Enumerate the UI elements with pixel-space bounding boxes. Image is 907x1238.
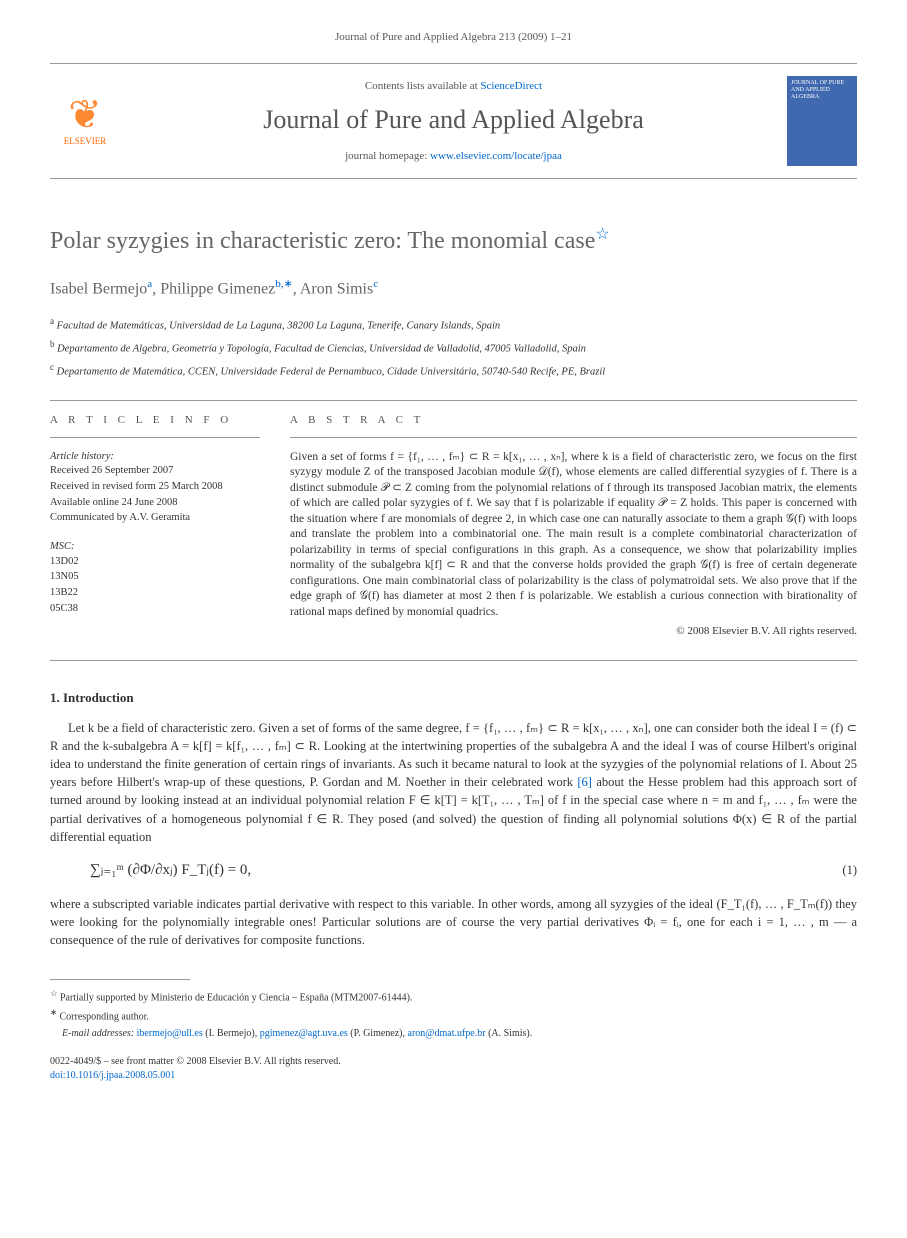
msc-label: MSC: xyxy=(50,540,260,555)
history-3: Available online 24 June 2008 xyxy=(50,496,260,511)
author-3-aff: c xyxy=(373,278,378,290)
info-abstract-row: A R T I C L E I N F O Article history: R… xyxy=(50,413,857,639)
equation-1-body: ∑ⱼ₌₁ᵐ (∂Φ/∂xⱼ) F_Tⱼ(f) = 0, xyxy=(90,860,842,881)
intro-para-1: Let k be a field of characteristic zero.… xyxy=(50,719,857,846)
equation-1: ∑ⱼ₌₁ᵐ (∂Φ/∂xⱼ) F_Tⱼ(f) = 0, (1) xyxy=(90,860,857,881)
emails-label: E-mail addresses: xyxy=(62,1028,134,1039)
abstract: A B S T R A C T Given a set of forms f =… xyxy=(290,413,857,639)
history-label: Article history: xyxy=(50,450,260,465)
footer-doi: doi:10.1016/j.jpaa.2008.05.001 xyxy=(50,1069,857,1083)
equation-1-number: (1) xyxy=(842,862,857,880)
aff-b-text: Departamento de Algebra, Geometría y Top… xyxy=(57,343,586,354)
email-3-who: (A. Simis) xyxy=(488,1028,530,1039)
abstract-copyright: © 2008 Elsevier B.V. All rights reserved… xyxy=(290,624,857,639)
homepage-link[interactable]: www.elsevier.com/locate/jpaa xyxy=(430,150,562,162)
author-1-aff: a xyxy=(147,278,152,290)
section-1-heading: 1. Introduction xyxy=(50,689,857,707)
footnote-separator xyxy=(50,979,190,980)
elsevier-logo: ❦ ELSEVIER xyxy=(50,81,120,161)
article-title: Polar syzygies in characteristic zero: T… xyxy=(50,224,857,259)
footer-line-1: 0022-4049/$ – see front matter © 2008 El… xyxy=(50,1055,857,1069)
title-text: Polar syzygies in characteristic zero: T… xyxy=(50,228,595,254)
email-3[interactable]: aron@dmat.ufpe.br xyxy=(408,1028,486,1039)
msc-3: 13B22 xyxy=(50,586,260,601)
corr-marker: ∗ xyxy=(50,1008,57,1017)
star-marker: ☆ xyxy=(50,989,57,998)
journal-title: Journal of Pure and Applied Algebra xyxy=(135,102,772,138)
author-2: Philippe Gimenez xyxy=(160,280,275,297)
contents-available: Contents lists available at ScienceDirec… xyxy=(135,79,772,94)
history-1: Received 26 September 2007 xyxy=(50,464,260,479)
journal-header: ❦ ELSEVIER Contents lists available at S… xyxy=(50,63,857,179)
article-info-header: A R T I C L E I N F O xyxy=(50,413,260,437)
footnote-emails: E-mail addresses: ibermejo@ull.es (I. Be… xyxy=(50,1027,857,1041)
history-4: Communicated by A.V. Geramita xyxy=(50,511,260,526)
msc-2: 13N05 xyxy=(50,570,260,585)
author-1: Isabel Bermejo xyxy=(50,280,147,297)
aff-c-text: Departamento de Matemática, CCEN, Univer… xyxy=(57,367,606,378)
publisher-name: ELSEVIER xyxy=(64,135,107,148)
aff-a-sup: a xyxy=(50,316,54,326)
abstract-body: Given a set of forms f = {f₁, … , fₘ} ⊂ … xyxy=(290,450,857,621)
homepage-line: journal homepage: www.elsevier.com/locat… xyxy=(135,149,772,164)
history-2: Received in revised form 25 March 2008 xyxy=(50,480,260,495)
msc-4: 05C38 xyxy=(50,602,260,617)
journal-reference: Journal of Pure and Applied Algebra 213 … xyxy=(50,30,857,45)
footnote-corr: ∗ Corresponding author. xyxy=(50,1007,857,1024)
email-1-who: (I. Bermejo) xyxy=(205,1028,254,1039)
sciencedirect-link[interactable]: ScienceDirect xyxy=(480,80,542,92)
intro-para-2: where a subscripted variable indicates p… xyxy=(50,895,857,949)
abstract-header: A B S T R A C T xyxy=(290,413,857,437)
footnote-star: ☆ Partially supported by Ministerio de E… xyxy=(50,988,857,1005)
elsevier-tree-icon: ❦ xyxy=(68,95,102,135)
author-2-aff: b,∗ xyxy=(275,278,292,290)
aff-a-text: Facultad de Matemáticas, Universidad de … xyxy=(57,320,501,331)
header-center: Contents lists available at ScienceDirec… xyxy=(135,79,772,164)
affiliation-c: c Departamento de Matemática, CCEN, Univ… xyxy=(50,361,857,380)
doi-link[interactable]: 10.1016/j.jpaa.2008.05.001 xyxy=(66,1070,176,1081)
email-1[interactable]: ibermejo@ull.es xyxy=(137,1028,203,1039)
article-info: A R T I C L E I N F O Article history: R… xyxy=(50,413,260,639)
contents-text: Contents lists available at xyxy=(365,80,480,92)
footnote-corr-text: Corresponding author. xyxy=(59,1012,148,1023)
aff-b-sup: b xyxy=(50,339,55,349)
affiliation-a: a Facultad de Matemáticas, Universidad d… xyxy=(50,315,857,334)
email-2-who: (P. Gimenez) xyxy=(350,1028,402,1039)
footer-block: 0022-4049/$ – see front matter © 2008 El… xyxy=(50,1055,857,1083)
author-3: Aron Simis xyxy=(300,280,373,297)
journal-cover-thumbnail: JOURNAL OF PURE AND APPLIED ALGEBRA xyxy=(787,76,857,166)
affiliation-b: b Departamento de Algebra, Geometría y T… xyxy=(50,338,857,357)
aff-c-sup: c xyxy=(50,362,54,372)
footnote-star-text: Partially supported by Ministerio de Edu… xyxy=(60,992,412,1003)
title-footnote-marker: ☆ xyxy=(595,226,609,243)
separator xyxy=(50,400,857,401)
ref-6-link[interactable]: [6] xyxy=(577,775,592,789)
separator-2 xyxy=(50,660,857,661)
homepage-label: journal homepage: xyxy=(345,150,430,162)
cover-title: JOURNAL OF PURE AND APPLIED ALGEBRA xyxy=(791,80,853,100)
msc-1: 13D02 xyxy=(50,555,260,570)
doi-label[interactable]: doi: xyxy=(50,1070,66,1081)
authors-line: Isabel Bermejoa, Philippe Gimenezb,∗, Ar… xyxy=(50,277,857,301)
email-2[interactable]: pgimenez@agt.uva.es xyxy=(260,1028,348,1039)
